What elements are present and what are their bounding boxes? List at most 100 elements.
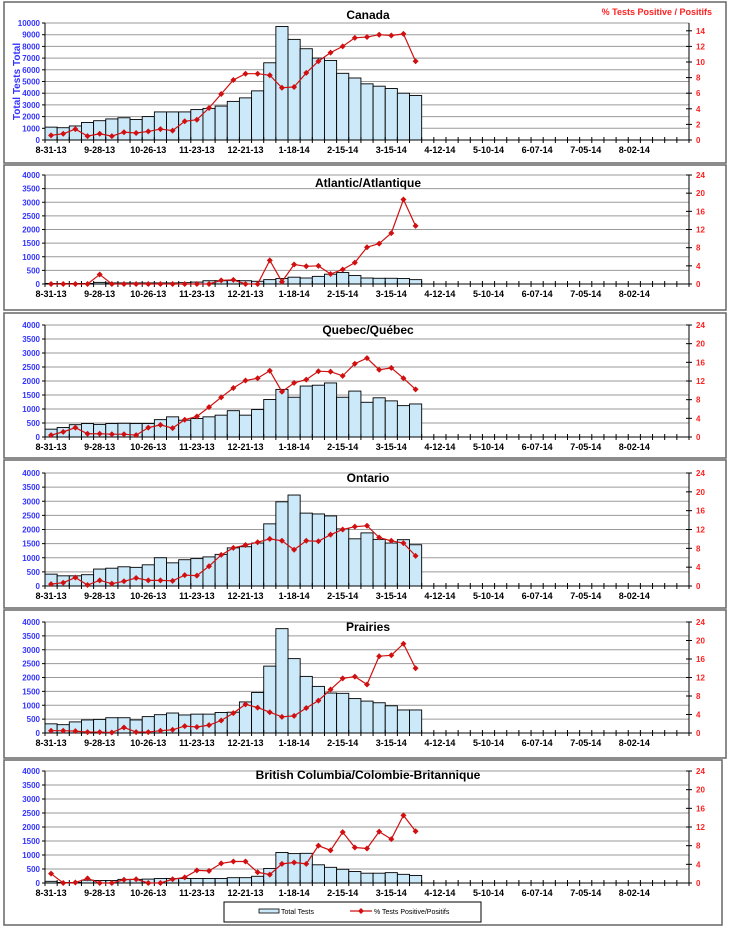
point-pct-positive xyxy=(181,281,188,287)
point-pct-positive xyxy=(181,118,188,125)
y2-tick-label: 8 xyxy=(696,74,701,83)
point-pct-positive xyxy=(206,563,213,570)
point-pct-positive xyxy=(254,869,261,876)
x-tick-label: 12-21-13 xyxy=(227,591,263,601)
point-pct-positive xyxy=(412,552,419,559)
y-tick-label: 2500 xyxy=(22,809,40,818)
point-pct-positive xyxy=(364,34,370,41)
point-pct-positive xyxy=(230,76,237,83)
point-pct-positive xyxy=(303,537,310,544)
x-tick-label: 10-26-13 xyxy=(130,888,166,898)
point-pct-positive xyxy=(412,222,419,229)
point-pct-positive xyxy=(96,430,103,437)
point-pct-positive xyxy=(242,70,249,77)
y-tick-label: 1500 xyxy=(22,540,40,549)
point-pct-positive xyxy=(169,726,176,733)
point-pct-positive xyxy=(327,49,334,56)
point-pct-positive xyxy=(157,577,164,584)
y2-tick-label: 16 xyxy=(696,804,705,813)
y-tick-label: 2000 xyxy=(22,113,40,122)
y-tick-label: 0 xyxy=(36,582,41,591)
point-pct-positive xyxy=(230,544,237,551)
x-tick-label: 2-15-14 xyxy=(327,738,358,748)
bar-total-tests xyxy=(348,390,362,438)
point-pct-positive xyxy=(327,531,334,538)
point-pct-positive xyxy=(60,579,67,586)
point-pct-positive xyxy=(48,281,55,287)
x-tick-label: 9-28-13 xyxy=(84,738,115,748)
y-tick-label: 3000 xyxy=(22,497,40,506)
y-tick-label: 500 xyxy=(27,568,41,577)
y-tick-label: 3000 xyxy=(22,198,40,207)
point-pct-positive xyxy=(412,665,419,672)
x-tick-label: 3-15-14 xyxy=(376,289,407,299)
bar-total-tests xyxy=(263,523,277,587)
point-pct-positive xyxy=(181,572,188,579)
bar-total-tests xyxy=(336,692,350,734)
y-tick-label: 0 xyxy=(36,280,41,289)
y-tick-label: 4000 xyxy=(22,321,40,330)
y-tick-label: 2500 xyxy=(22,363,40,372)
point-pct-positive xyxy=(169,425,176,432)
x-tick-label: 7-05-14 xyxy=(570,442,601,452)
bar-total-tests xyxy=(360,277,374,285)
x-tick-label: 5-10-14 xyxy=(473,289,504,299)
point-pct-positive xyxy=(315,58,322,65)
x-tick-label: 8-31-13 xyxy=(36,145,67,155)
x-tick-label: 5-10-14 xyxy=(473,145,504,155)
point-pct-positive xyxy=(72,879,79,886)
x-tick-label: 1-18-14 xyxy=(279,591,310,601)
bar-total-tests xyxy=(214,878,228,884)
y2-tick-label: 12 xyxy=(696,526,705,535)
point-pct-positive xyxy=(96,577,103,584)
bar-total-tests xyxy=(93,120,107,141)
bar-total-tests xyxy=(384,400,398,438)
point-pct-positive xyxy=(145,128,152,135)
point-pct-positive xyxy=(218,394,225,401)
x-tick-label: 5-10-14 xyxy=(473,442,504,452)
bar-total-tests xyxy=(287,853,301,884)
x-tick-label: 2-15-14 xyxy=(327,591,358,601)
chart-title: Atlantic/Atlantique xyxy=(315,176,421,190)
x-tick-label: 12-21-13 xyxy=(227,888,263,898)
x-tick-label: 8-31-13 xyxy=(36,289,67,299)
bar-total-tests xyxy=(409,874,423,884)
y2-tick-label: 24 xyxy=(696,618,705,627)
x-tick-label: 12-21-13 xyxy=(227,442,263,452)
y2-tick-label: 14 xyxy=(696,27,705,36)
y2-tick-label: 8 xyxy=(696,692,701,701)
bar-total-tests xyxy=(348,538,362,587)
panel-frame xyxy=(3,312,727,459)
x-tick-label: 10-26-13 xyxy=(130,289,166,299)
y-tick-label: 3000 xyxy=(22,795,40,804)
y-tick-label: 0 xyxy=(36,879,41,888)
point-pct-positive xyxy=(96,880,103,886)
point-pct-positive xyxy=(278,860,285,867)
point-pct-positive xyxy=(108,133,115,140)
point-pct-positive xyxy=(266,367,273,374)
bar-total-tests xyxy=(178,111,192,141)
bar-total-tests xyxy=(226,877,240,884)
point-pct-positive xyxy=(157,421,164,428)
y-axis-title: Total Tests Total xyxy=(12,43,23,120)
x-tick-label: 11-23-13 xyxy=(179,442,215,452)
bar-total-tests xyxy=(336,72,350,141)
line-pct-positive xyxy=(51,197,417,285)
x-tick-label: 7-05-14 xyxy=(570,591,601,601)
point-pct-positive xyxy=(364,244,370,251)
point-pct-positive xyxy=(218,717,225,724)
bar-total-tests xyxy=(372,702,386,734)
x-tick-label: 8-02-14 xyxy=(619,591,650,601)
y-tick-label: 3000 xyxy=(22,646,40,655)
point-pct-positive xyxy=(157,281,164,287)
y-tick-label: 500 xyxy=(27,865,41,874)
y2-tick-label: 2 xyxy=(696,120,701,129)
bar-total-tests xyxy=(214,414,228,438)
bar-total-tests xyxy=(299,512,313,587)
point-pct-positive xyxy=(388,537,395,544)
point-pct-positive xyxy=(218,551,225,558)
point-pct-positive xyxy=(145,729,152,736)
x-tick-label: 7-05-14 xyxy=(570,289,601,299)
y2-tick-label: 0 xyxy=(696,729,701,738)
bar-total-tests xyxy=(202,878,216,884)
